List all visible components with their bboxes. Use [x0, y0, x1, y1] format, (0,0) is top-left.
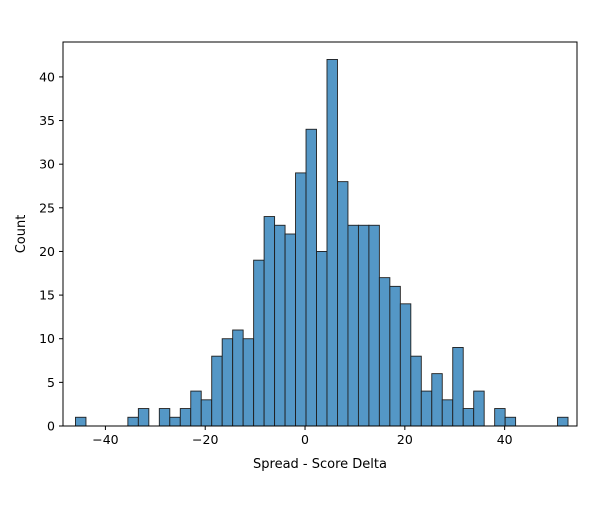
histogram-bar [368, 224, 380, 427]
histogram-bar [347, 224, 359, 427]
y-axis-label: Count [14, 215, 29, 254]
histogram-bar [274, 224, 286, 427]
histogram-bar [190, 390, 202, 427]
histogram-bar [253, 259, 265, 427]
histogram-bar [242, 338, 255, 427]
y-tick-label: 30 [39, 157, 55, 172]
x-tick-label: 0 [301, 432, 309, 447]
histogram-bar [557, 416, 569, 427]
histogram-bar [326, 59, 338, 427]
histogram-bar [75, 416, 87, 427]
histogram-bar [284, 233, 297, 427]
x-tick-label: −20 [192, 432, 218, 447]
histogram-bar [357, 224, 370, 427]
y-tick-label: 20 [39, 244, 55, 259]
y-tick-label: 10 [39, 331, 55, 346]
histogram-bar [389, 285, 401, 427]
histogram-bar [295, 172, 307, 427]
histogram-bar [337, 181, 349, 427]
histogram-bar [420, 390, 433, 427]
histogram-bar [410, 355, 422, 427]
x-axis-label: Spread - Score Delta [253, 457, 387, 472]
histogram-bar [316, 250, 328, 427]
histogram-bar [179, 408, 192, 427]
y-tick-label: 35 [39, 113, 55, 128]
x-tick-label: 20 [397, 432, 413, 447]
histogram-bar [431, 373, 443, 427]
histogram-bar [221, 338, 234, 427]
bars-layer [75, 59, 569, 427]
histogram-bar [305, 128, 317, 427]
histogram-bar [378, 277, 391, 427]
histogram-bar [462, 408, 475, 427]
plot-frame [62, 41, 578, 427]
y-tick-label: 15 [39, 288, 55, 303]
histogram-bar [504, 416, 517, 427]
y-tick-label: 25 [39, 200, 55, 215]
histogram-bar [452, 347, 464, 427]
histogram-bar [200, 399, 213, 427]
y-tick-label: 0 [47, 419, 55, 434]
y-axis: 0 5 10 15 20 25 30 35 40 [39, 69, 63, 434]
histogram-bar [127, 416, 139, 427]
x-axis: −40 −20 0 20 40 [92, 426, 513, 447]
x-tick-label: 40 [497, 432, 513, 447]
y-tick-label: 40 [39, 69, 55, 84]
histogram-bar [158, 408, 171, 427]
x-tick-label: −40 [92, 432, 118, 447]
histogram-bar [211, 355, 223, 427]
histogram-bar [473, 390, 485, 427]
histogram-bar [232, 329, 244, 427]
histogram-bar [399, 303, 412, 427]
y-tick-label: 5 [47, 375, 55, 390]
histogram-bar [263, 216, 276, 427]
histogram-bar [137, 408, 150, 427]
histogram-bar [169, 416, 181, 427]
histogram-bar [441, 399, 454, 427]
histogram-bar [494, 408, 506, 427]
